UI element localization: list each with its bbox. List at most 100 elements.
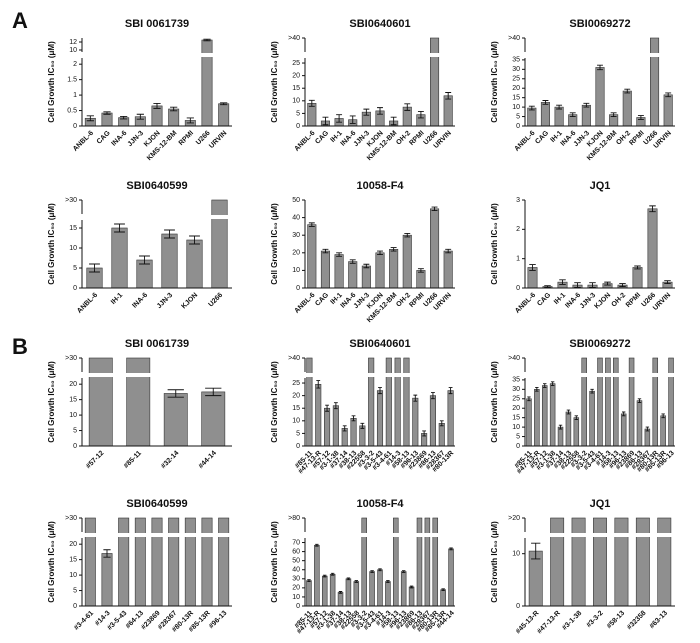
y-axis-label: Cell Growth IC₅₀ (μM) xyxy=(270,203,279,285)
y-tick-label: 1.5 xyxy=(67,76,77,83)
bar xyxy=(581,104,591,127)
error-bar xyxy=(531,542,541,560)
bar xyxy=(393,517,399,607)
bar xyxy=(324,407,331,447)
y-axis-label: Cell Growth IC₅₀ (μM) xyxy=(47,41,56,123)
bar xyxy=(550,517,565,607)
error-bar xyxy=(645,426,650,432)
bar xyxy=(211,199,228,289)
y-tick-label: 30 xyxy=(292,232,300,239)
y-tick-label: 10 xyxy=(512,551,520,558)
error-bar xyxy=(404,232,411,238)
bar xyxy=(620,413,627,447)
chart-title: SBI 0061739 xyxy=(125,18,189,30)
y-tick-label: 35 xyxy=(512,57,520,64)
error-bar xyxy=(136,113,144,120)
axis-break xyxy=(299,53,455,57)
bar xyxy=(565,411,572,447)
panel-label: B xyxy=(12,334,28,359)
bar xyxy=(652,357,659,447)
y-axis-label: Cell Growth IC₅₀ (μM) xyxy=(490,521,499,603)
bar xyxy=(663,94,673,127)
y-tick-label: 20 xyxy=(512,85,520,92)
error-bar xyxy=(590,388,594,394)
x-tick-label: CAG xyxy=(314,129,330,145)
bar xyxy=(376,390,384,447)
y-tick-label: 15 xyxy=(69,556,77,563)
x-tick-label: ANBL-6 xyxy=(513,130,536,153)
error-bar xyxy=(354,580,359,583)
y-tick-label: 5 xyxy=(516,113,520,120)
y-tick-label: 50 xyxy=(292,558,300,565)
y-tick-label: 10 xyxy=(292,594,300,601)
axis-break xyxy=(519,533,675,537)
error-bar xyxy=(445,92,452,100)
bar xyxy=(218,517,230,607)
x-tick-label: KJON xyxy=(181,292,200,311)
error-bar xyxy=(363,108,370,116)
y-tick-label: 50 xyxy=(292,197,300,204)
x-tick-label: #32-14 xyxy=(160,450,180,470)
panel-label: A xyxy=(12,8,28,33)
error-bar xyxy=(528,105,535,111)
chart-title: JQ1 xyxy=(590,498,611,510)
y-tick-label: 12 xyxy=(69,39,77,46)
axis-break xyxy=(519,53,675,57)
x-tick-label: RPMI xyxy=(625,292,642,309)
bar xyxy=(359,425,366,447)
y-tick-label: >40 xyxy=(508,355,520,362)
error-bar xyxy=(349,259,356,264)
y-tick-label: 5 xyxy=(73,265,77,272)
bar xyxy=(306,580,312,607)
y-tick-label: 40 xyxy=(292,214,300,221)
bar xyxy=(345,578,352,607)
x-tick-label: RPMI xyxy=(408,292,425,309)
y-tick-label: 1 xyxy=(73,92,77,99)
y-tick-label: 15 xyxy=(69,225,77,232)
bar xyxy=(650,37,660,127)
y-tick-label: 1 xyxy=(516,256,520,263)
error-bar xyxy=(634,265,641,270)
chart-title: SBI0640601 xyxy=(349,338,410,350)
error-bar xyxy=(559,279,566,285)
chart-title: SBI0640599 xyxy=(126,180,187,192)
bar xyxy=(448,548,454,607)
y-axis-label: Cell Growth IC₅₀ (μM) xyxy=(270,521,279,603)
x-tick-label: IH-1 xyxy=(110,292,124,306)
error-bar xyxy=(417,268,424,273)
x-tick-label: #58-13 xyxy=(606,610,626,630)
x-tick-label: #44-14 xyxy=(198,450,218,470)
y-axis-label: Cell Growth IC₅₀ (μM) xyxy=(47,361,56,443)
y-tick-label: 0 xyxy=(73,285,77,292)
y-tick-label: 40 xyxy=(292,567,300,574)
error-bar xyxy=(390,116,397,126)
bar xyxy=(385,357,392,447)
axis-break xyxy=(299,373,455,377)
error-bar xyxy=(377,107,383,115)
error-bar xyxy=(574,282,581,288)
bar xyxy=(593,517,607,607)
error-bar xyxy=(610,112,617,118)
error-bar xyxy=(153,102,161,109)
error-bar xyxy=(589,282,596,288)
bar xyxy=(443,250,453,289)
x-tick-label: CAG xyxy=(534,129,550,145)
y-tick-label: >30 xyxy=(65,355,77,362)
bar xyxy=(314,544,320,607)
y-tick-label: 10 xyxy=(69,572,77,579)
x-tick-label: KJON xyxy=(594,292,613,311)
y-tick-label: 0.5 xyxy=(67,107,77,114)
bar xyxy=(628,357,635,447)
error-bar xyxy=(439,420,444,427)
bar xyxy=(403,357,410,447)
y-axis-label: Cell Growth IC₅₀ (μM) xyxy=(47,203,56,285)
y-tick-label: 0 xyxy=(516,603,520,610)
error-bar xyxy=(351,415,356,422)
y-tick-label: 20 xyxy=(292,585,300,592)
y-tick-label: 20 xyxy=(69,541,77,548)
y-tick-label: 20 xyxy=(512,405,520,412)
bar xyxy=(424,517,431,607)
error-bar xyxy=(333,402,338,410)
error-bar xyxy=(404,103,411,111)
x-tick-label: INA-6 xyxy=(111,130,129,148)
